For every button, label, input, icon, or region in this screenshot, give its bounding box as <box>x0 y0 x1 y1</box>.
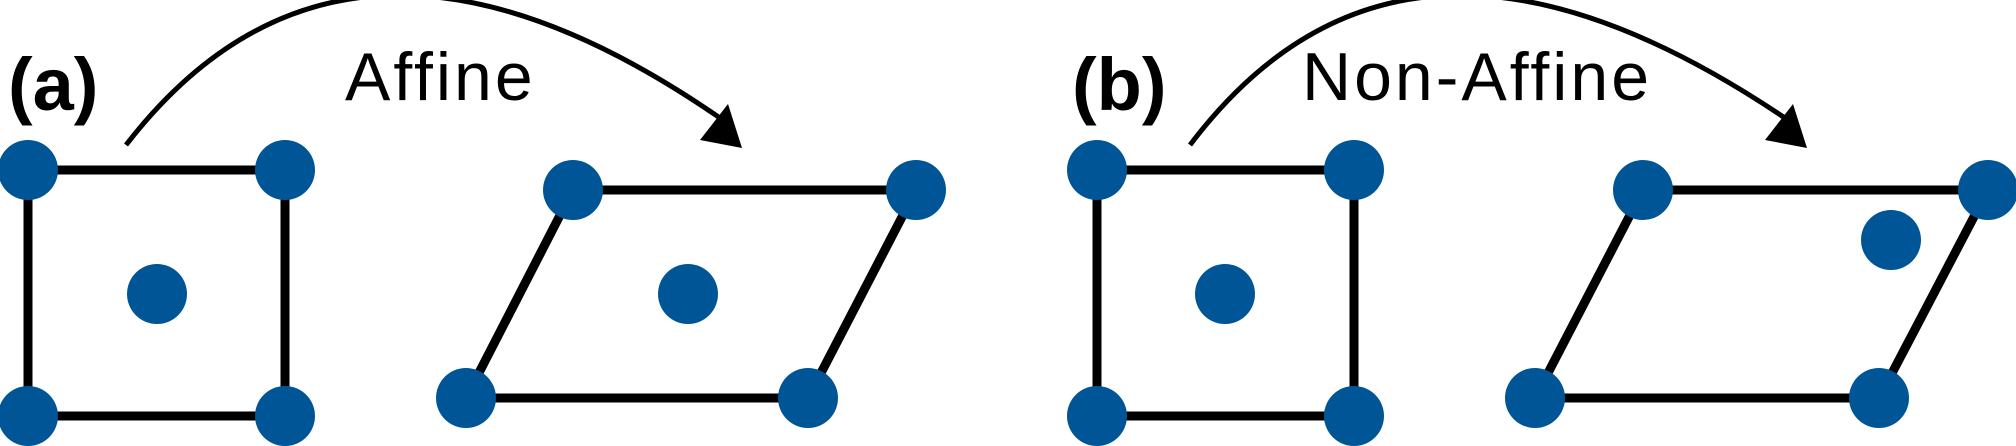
node-corner <box>255 386 315 446</box>
node-corner <box>1067 140 1127 200</box>
node-corner <box>1505 368 1565 428</box>
edge-right <box>804 187 920 401</box>
panel-a-affine-lattice <box>436 160 946 428</box>
node-corner <box>1324 386 1384 446</box>
node-corner <box>436 368 496 428</box>
node-corner <box>1958 160 2016 220</box>
node-corner <box>1324 140 1384 200</box>
panel-a-original-lattice <box>0 140 315 446</box>
node-corner <box>1067 386 1127 446</box>
node-center-displaced <box>1861 210 1921 270</box>
node-corner <box>1613 160 1673 220</box>
panel-b-original-lattice <box>1067 140 1384 446</box>
node-corner <box>0 386 58 446</box>
node-center <box>127 264 187 324</box>
node-corner <box>778 368 838 428</box>
panel-b-nonaffine-lattice <box>1505 160 2016 428</box>
node-corner <box>255 140 315 200</box>
panel-b-arrowhead <box>1765 104 1807 148</box>
panel-b-label: (b) <box>1072 43 1167 126</box>
node-corner <box>886 160 946 220</box>
edge-left <box>1531 187 1647 401</box>
node-center <box>1195 264 1255 324</box>
panel-b: (b) Non-Affine <box>1067 0 2016 446</box>
panel-a-arrowhead <box>700 104 742 148</box>
node-center <box>658 264 718 324</box>
edge-right <box>1875 187 1992 401</box>
panel-b-transform-arrow <box>1188 0 1787 147</box>
panel-a-transform-label: Affine <box>345 39 536 115</box>
edge-left <box>461 187 578 401</box>
node-corner <box>1849 368 1909 428</box>
node-corner <box>543 160 603 220</box>
panel-b-transform-label: Non-Affine <box>1302 39 1652 115</box>
node-corner <box>0 140 58 200</box>
panel-a: (a) Affine <box>0 0 946 446</box>
panel-a-label: (a) <box>8 43 98 126</box>
panel-a-transform-arrow <box>124 0 722 147</box>
